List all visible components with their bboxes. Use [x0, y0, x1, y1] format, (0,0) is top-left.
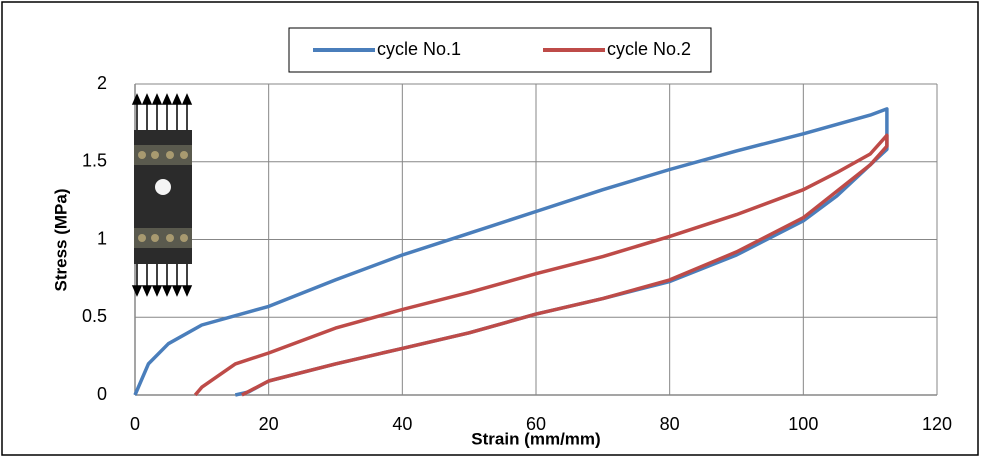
x-tick-label: 80	[660, 414, 680, 434]
y-tick-label: 0.5	[82, 306, 107, 326]
x-tick-label: 100	[788, 414, 818, 434]
legend-label: cycle No.2	[607, 39, 691, 59]
y-tick-label: 1	[97, 228, 107, 248]
legend: cycle No.1 cycle No.2	[313, 39, 691, 59]
y-tick-label: 0	[97, 384, 107, 404]
plot-area	[133, 107, 889, 397]
y-tick-label: 2	[97, 73, 107, 93]
specimen-inset	[131, 93, 193, 297]
x-tick-label: 60	[526, 414, 546, 434]
x-tick-label: 120	[922, 414, 952, 434]
x-tick-label: 0	[130, 414, 140, 434]
y-axis-title: Stress (MPa)	[51, 189, 70, 292]
legend-label: cycle No.1	[377, 39, 461, 59]
x-tick-label: 40	[392, 414, 412, 434]
x-axis-title: Strain (mm/mm)	[471, 429, 600, 448]
y-tick-label: 1.5	[82, 151, 107, 171]
series-line	[193, 133, 889, 397]
x-tick-label: 20	[259, 414, 279, 434]
